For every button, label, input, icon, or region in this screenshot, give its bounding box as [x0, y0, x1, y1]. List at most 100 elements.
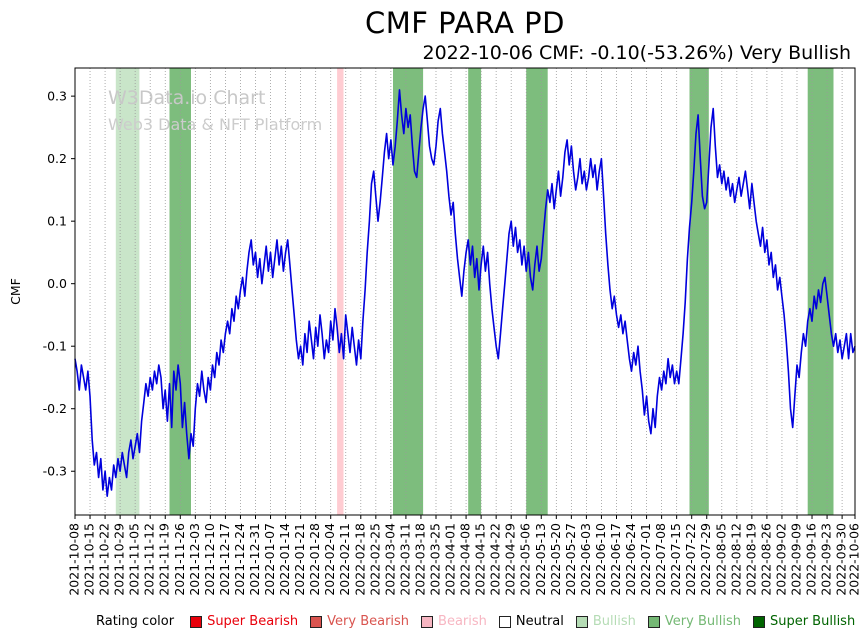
legend-item-label: Very Bullish	[664, 614, 741, 629]
x-tick-label: 2022-03-25	[428, 523, 443, 596]
x-tick-label: 2021-10-29	[112, 523, 127, 596]
x-tick-label: 2022-09-16	[804, 523, 819, 596]
legend-swatch-very-bullish	[647, 615, 660, 628]
plot-border	[74, 67, 856, 516]
y-tick-label: 0.0	[47, 276, 67, 291]
x-tick-label: 2022-01-14	[277, 523, 292, 596]
rating-legend: Rating color Super Bearish Very Bearish Be…	[96, 614, 855, 629]
x-tick-label: 2022-04-15	[473, 523, 488, 596]
y-axis-label: CMF	[8, 278, 23, 305]
x-tick-label: 2022-05-13	[533, 523, 548, 596]
x-tick-label: 2022-08-19	[743, 523, 758, 596]
y-tick-label: 0.1	[47, 214, 67, 229]
x-tick-label: 2022-06-10	[593, 523, 608, 596]
x-tick-label: 2022-06-17	[608, 523, 623, 596]
y-tick-label: 0.2	[47, 151, 67, 166]
x-tick-label: 2022-07-08	[653, 523, 668, 596]
legend-item-bearish: Bearish	[421, 614, 487, 629]
legend-swatch-super-bearish	[190, 615, 203, 628]
x-tick-label: 2022-04-22	[488, 523, 503, 596]
chart-title: CMF PARA PD	[365, 6, 565, 40]
x-tick-label: 2022-03-11	[397, 523, 412, 596]
x-tick-label: 2022-09-23	[819, 523, 834, 596]
x-tick-label: 2022-02-04	[322, 523, 337, 596]
watermark-line-1: W3Data.io Chart	[108, 87, 265, 109]
x-tick-label: 2022-01-21	[292, 523, 307, 596]
x-tick-label: 2021-12-31	[247, 523, 262, 596]
y-tick-label: -0.1	[43, 339, 67, 354]
legend-item-label: Bullish	[592, 614, 636, 629]
x-tick-label: 2022-08-12	[728, 523, 743, 596]
legend-item-label: Super Bullish	[769, 614, 856, 629]
x-tick-label: 2022-08-26	[758, 523, 773, 596]
x-tick-label: 2022-09-30	[834, 523, 849, 596]
x-tick-label: 2022-07-01	[638, 523, 653, 596]
x-tick-label: 2022-01-07	[262, 523, 277, 596]
legend-item-label: Neutral	[515, 614, 564, 629]
x-tick-label: 2022-06-03	[578, 523, 593, 596]
x-tick-label: 2022-02-25	[367, 523, 382, 596]
x-tick-label: 2021-10-22	[97, 523, 112, 596]
legend-item-super-bearish: Super Bearish	[190, 614, 298, 629]
x-tick-label: 2021-10-15	[82, 523, 97, 596]
watermark-line-2: Web3 Data & NFT Platform	[108, 115, 322, 134]
x-tick-label: 2022-03-04	[382, 523, 397, 596]
x-tick-label: 2022-06-24	[623, 523, 638, 596]
x-tick-label: 2022-02-18	[352, 523, 367, 596]
x-tick-label: 2022-07-29	[698, 523, 713, 596]
rating-band-very_bullish	[468, 68, 482, 515]
y-tick-label: -0.2	[43, 401, 67, 416]
cmf-line	[74, 89, 856, 498]
x-tick-label: 2022-07-15	[668, 523, 683, 596]
chart-subtitle: 2022-10-06 CMF: -0.10(-53.26%) Very Bull…	[422, 42, 851, 64]
x-tick-label: 2022-07-22	[683, 523, 698, 596]
legend-item-super-bullish: Super Bullish	[752, 614, 856, 629]
legend-item-neutral: Neutral	[498, 614, 564, 629]
x-tick-label: 2021-12-17	[217, 523, 232, 596]
x-tick-label: 2022-10-06	[847, 523, 862, 596]
x-tick-label: 2021-12-03	[187, 523, 202, 596]
x-tick-label: 2022-01-28	[307, 523, 322, 596]
x-tick-label: 2021-10-08	[67, 523, 82, 596]
y-tick-label: -0.3	[43, 464, 67, 479]
legend-label: Rating color	[96, 614, 175, 629]
rating-band-very_bullish	[393, 68, 424, 515]
x-tick-label: 2022-04-01	[443, 523, 458, 596]
legend-swatch-bullish	[575, 615, 588, 628]
x-tick-label: 2021-11-26	[172, 523, 187, 596]
x-tick-label: 2022-05-27	[563, 523, 578, 596]
x-tick-label: 2021-11-19	[157, 523, 172, 596]
x-tick-label: 2021-11-05	[127, 523, 142, 596]
rating-band-very_bullish	[169, 68, 191, 515]
x-tick-label: 2022-03-18	[413, 523, 428, 596]
x-tick-label: 2021-12-24	[232, 523, 247, 596]
legend-item-very-bearish: Very Bearish	[310, 614, 409, 629]
legend-item-bullish: Bullish	[575, 614, 636, 629]
x-tick-label: 2022-09-02	[773, 523, 788, 596]
rating-band-very_bullish	[526, 68, 548, 515]
x-tick-label: 2022-05-06	[518, 523, 533, 596]
legend-item-label: Bearish	[438, 614, 487, 629]
x-tick-label: 2021-12-10	[202, 523, 217, 596]
legend-item-very-bullish: Very Bullish	[647, 614, 741, 629]
legend-swatch-very-bearish	[310, 615, 323, 628]
rating-band-very_bullish	[807, 68, 834, 515]
rating-band-bullish	[115, 68, 140, 515]
legend-swatch-bearish	[421, 615, 434, 628]
legend-item-label: Super Bearish	[207, 614, 299, 629]
x-tick-label: 2021-11-12	[142, 523, 157, 596]
x-tick-label: 2022-05-20	[548, 523, 563, 596]
legend-swatch-super-bullish	[752, 615, 765, 628]
x-tick-label: 2022-08-05	[713, 523, 728, 596]
x-tick-label: 2022-04-29	[503, 523, 518, 596]
x-tick-label: 2022-02-11	[337, 523, 352, 596]
rating-band-bearish	[337, 68, 344, 515]
legend-item-label: Very Bearish	[327, 614, 410, 629]
legend-swatch-neutral	[498, 615, 511, 628]
y-tick-label: 0.3	[47, 89, 67, 104]
x-tick-label: 2022-09-09	[789, 523, 804, 596]
x-tick-label: 2022-04-08	[458, 523, 473, 596]
rating-band-very_bullish	[689, 68, 709, 515]
